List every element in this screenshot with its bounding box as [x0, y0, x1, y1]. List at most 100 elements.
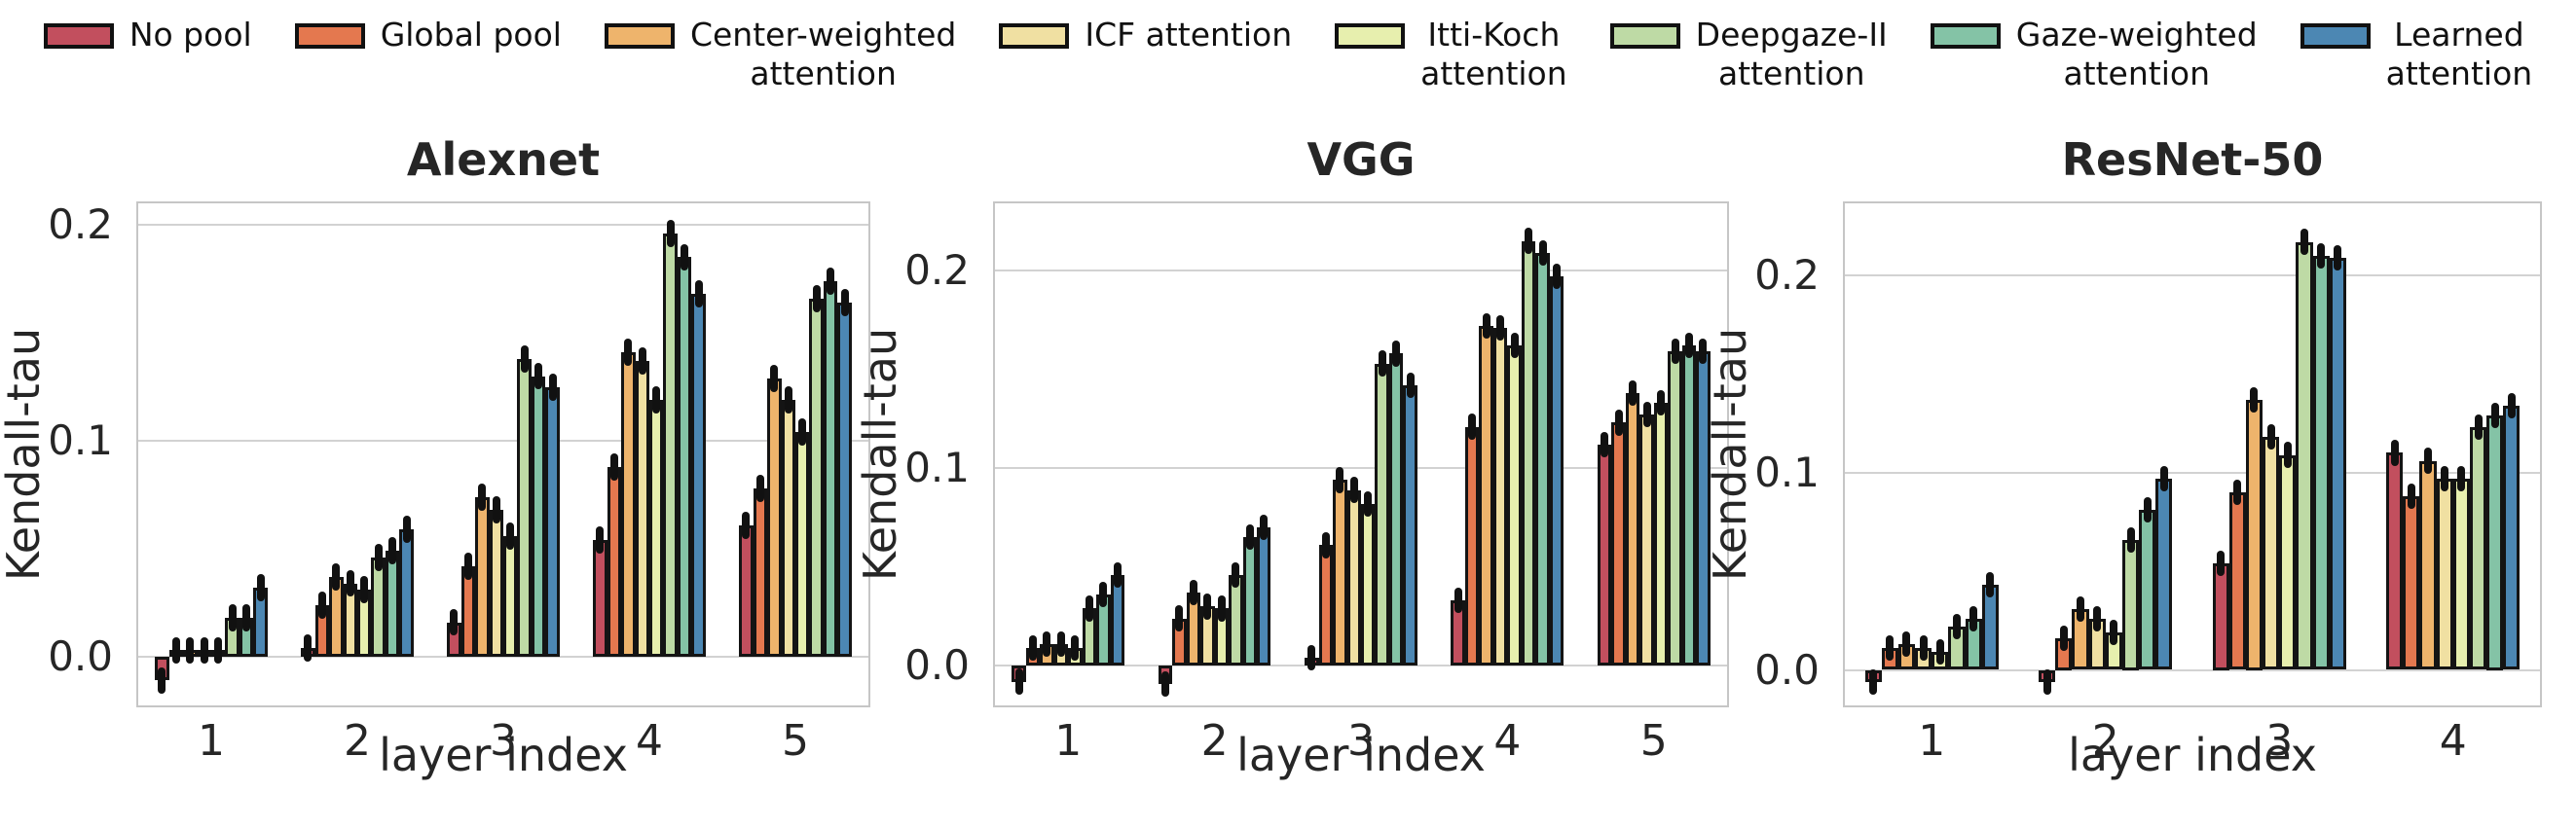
gridline	[138, 440, 868, 443]
error-bar	[1525, 228, 1533, 254]
error-bar	[2490, 402, 2499, 429]
bar-global-pool-layer-3	[460, 565, 476, 658]
error-bar	[2266, 424, 2275, 450]
bar-learned-attention-layer-3	[1403, 384, 1417, 666]
bar-learned-attention-layer-4	[1549, 276, 1564, 666]
legend-item-gaze-weighted: Gaze-weighted attention	[1930, 16, 2258, 93]
error-bar	[228, 604, 237, 631]
x-tick-label: 2	[1200, 716, 1229, 766]
error-bar	[2217, 550, 2226, 577]
bar-itti-koch-attention-layer-4	[1507, 345, 1522, 666]
error-bar	[1406, 372, 1415, 399]
bar-learned-attention-layer-3	[545, 386, 560, 658]
error-bar	[2507, 392, 2516, 418]
x-tick-label: 4	[1493, 716, 1522, 766]
error-bar	[2093, 605, 2102, 631]
bar-itti-koch-attention-layer-4	[649, 399, 664, 658]
x-tick-label: 2	[344, 716, 371, 766]
bar-deepgaze-ii-attention-layer-2	[371, 557, 386, 658]
x-tick-label: 3	[490, 716, 517, 766]
bar-center-weighted-attention-layer-5	[1625, 393, 1640, 666]
error-bar	[798, 418, 807, 447]
bar-global-pool-layer-4	[2403, 496, 2420, 670]
error-bar	[463, 552, 472, 580]
legend-item-global-pool: Global pool	[294, 16, 562, 54]
error-bar	[158, 666, 166, 695]
chart-title: ResNet-50	[2061, 133, 2324, 186]
error-bar	[1886, 635, 1895, 662]
bar-learned-attention-layer-1	[1981, 585, 1999, 670]
legend-label: Global pool	[380, 16, 562, 54]
gridline	[138, 224, 868, 227]
subplot-resnet-50: ResNet-50 Kendall-tau layer index 0.0 0.1…	[1704, 133, 2542, 781]
error-bar	[2042, 668, 2051, 695]
bar-global-pool-layer-4	[1464, 426, 1480, 666]
error-bar	[1482, 312, 1490, 340]
error-bar	[1601, 431, 1609, 457]
y-tick-label: 0.1	[904, 444, 970, 492]
bar-no-pool-layer-4	[2386, 452, 2404, 670]
error-bar	[1969, 605, 1978, 631]
bar-no-pool-layer-4	[593, 540, 607, 658]
error-bar	[186, 636, 195, 665]
error-bar	[1203, 594, 1212, 620]
legend-label: No pool	[129, 16, 252, 54]
bar-itti-koch-attention-layer-3	[503, 535, 518, 658]
bar-deepgaze-ii-attention-layer-2	[1229, 574, 1243, 666]
y-tick-label: 0.0	[904, 641, 970, 690]
error-bar	[1260, 515, 1269, 541]
error-bar	[1349, 477, 1358, 503]
legend-item-icf-attention: ICF attention	[999, 16, 1292, 54]
error-bar	[812, 284, 821, 312]
legend-item-learned: Learned attention	[2300, 16, 2532, 93]
gridline	[995, 467, 1727, 470]
error-bar	[638, 347, 646, 375]
error-bar	[596, 526, 605, 555]
error-bar	[1510, 333, 1519, 359]
x-tick-label: 2	[2091, 716, 2119, 766]
error-bar	[256, 574, 265, 601]
legend-swatch	[1930, 23, 2001, 49]
bar-deepgaze-ii-attention-layer-4	[2469, 427, 2487, 670]
bar-global-pool-layer-5	[1611, 422, 1626, 666]
bar-icf-attention-layer-3	[1346, 489, 1361, 666]
x-axis-label: layer index	[2068, 729, 2317, 781]
error-bar	[1378, 350, 1386, 377]
error-bar	[1245, 524, 1254, 551]
error-bar	[1071, 634, 1080, 662]
error-bar	[652, 386, 661, 414]
error-bar	[2076, 595, 2084, 622]
x-axis-label: layer index	[379, 729, 628, 781]
bar-deepgaze-ii-attention-layer-2	[2121, 539, 2140, 670]
error-bar	[506, 522, 515, 550]
legend-label: ICF attention	[1085, 16, 1293, 54]
error-bar	[548, 373, 557, 401]
legend-label: Center-weighted attention	[689, 16, 957, 92]
y-tick-label: 0.2	[1754, 251, 1820, 299]
bar-itti-koch-attention-layer-3	[2279, 454, 2297, 670]
bar-gaze-weighted-attention-layer-4	[677, 257, 692, 658]
error-bar	[332, 563, 341, 591]
bar-center-weighted-attention-layer-3	[2245, 399, 2263, 670]
bar-gaze-weighted-attention-layer-5	[1681, 345, 1697, 666]
error-bar	[1217, 595, 1226, 622]
error-bar	[360, 576, 369, 604]
error-bar	[1869, 668, 1878, 695]
legend-swatch	[604, 23, 675, 49]
error-bar	[171, 636, 180, 665]
error-bar	[2159, 465, 2168, 491]
x-tick-label: 4	[2439, 716, 2467, 766]
bar-global-pool-layer-4	[607, 466, 622, 658]
error-bar	[1468, 414, 1477, 440]
y-tick-label: 0.1	[1754, 448, 1820, 496]
bar-gaze-weighted-attention-layer-3	[531, 376, 546, 658]
error-bar	[666, 220, 675, 247]
bar-deepgaze-ii-attention-layer-5	[1668, 351, 1682, 666]
error-bar	[1684, 333, 1693, 359]
error-bar	[317, 591, 326, 619]
legend-item-deepgaze-ii: Deepgaze-II attention	[1609, 16, 1888, 93]
bar-no-pool-layer-5	[1597, 444, 1612, 666]
error-bar	[1935, 639, 1944, 666]
error-bar	[742, 511, 751, 539]
bar-learned-attention-layer-4	[2503, 405, 2521, 670]
